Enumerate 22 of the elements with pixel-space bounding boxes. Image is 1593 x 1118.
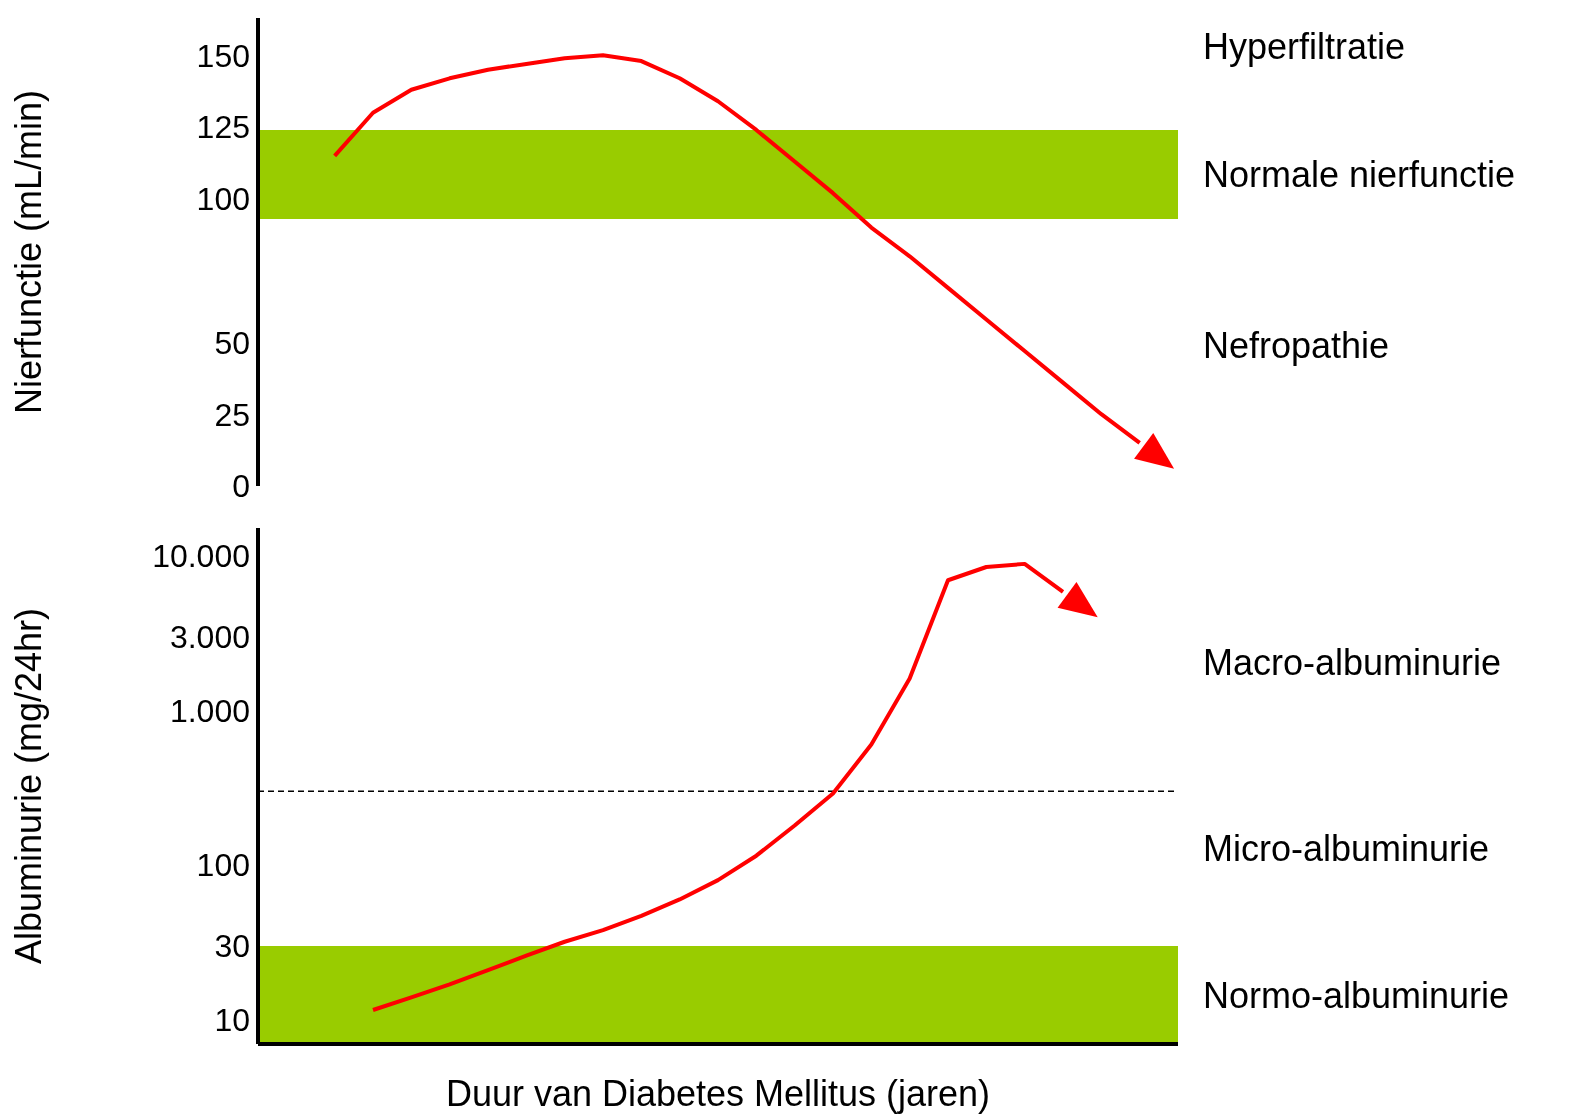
- y-tick-label: 25: [214, 396, 250, 433]
- text: Nefropathie: [1203, 325, 1390, 367]
- x-axis-title: Duur van Diabetes Mellitus (jaren): [445, 1073, 991, 1114]
- y-tick-label: 150: [196, 37, 250, 74]
- y-tick-label: 50: [214, 324, 250, 361]
- text: Hyperfiltratie: [1203, 25, 1406, 67]
- line-series: [371, 561, 1065, 1013]
- y-tick-label: 1.000: [169, 692, 250, 729]
- y-tick-label: 10.000: [152, 537, 250, 574]
- band-label: Normo-albuminurie: [1203, 974, 1510, 1016]
- band-label: Normale nierfunctie: [1203, 154, 1516, 196]
- y-tick-label: 125: [196, 109, 250, 146]
- y-tick-label: 100: [196, 181, 250, 218]
- text: Micro-albuminurie: [1203, 827, 1490, 869]
- text: Macro-albuminurie: [1203, 641, 1502, 683]
- y-tick-label: 0: [232, 468, 250, 505]
- y-tick-label: 30: [214, 928, 250, 965]
- y-axis-title: Albuminurie (mg/24hr): [7, 607, 49, 965]
- y-tick-label: 3.000: [169, 618, 250, 655]
- y-axis-title: Nierfunctie (mL/min): [7, 89, 49, 415]
- y-tick-label: 100: [196, 847, 250, 884]
- y-tick-label: 10: [214, 1002, 250, 1039]
